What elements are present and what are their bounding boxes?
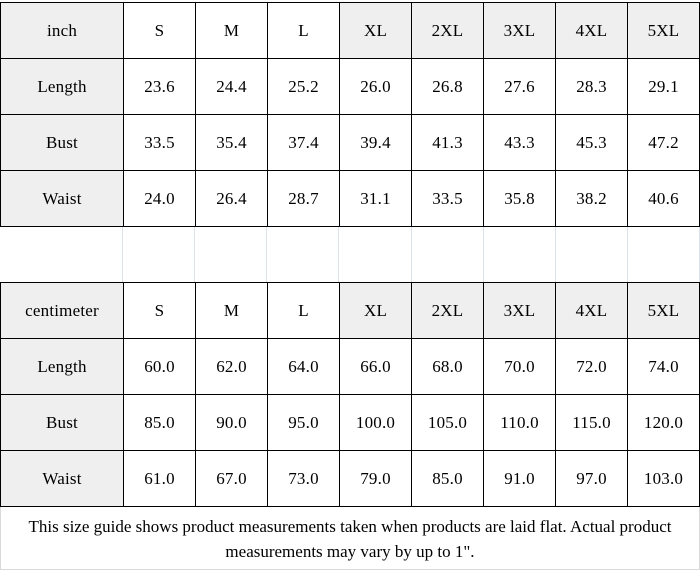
measurement-cell: 41.3 <box>411 114 484 171</box>
footer-note-text: This size guide shows product measuremen… <box>28 517 672 561</box>
measurement-cell: 74.0 <box>627 338 700 395</box>
size-header-cell-5xl: 5XL <box>627 282 700 339</box>
measurement-cell: 33.5 <box>411 170 484 227</box>
table-row-bust: Bust 85.0 90.0 95.0 100.0 105.0 110.0 115.0 120.… <box>0 394 700 451</box>
measurement-cell: 67.0 <box>195 450 268 507</box>
size-header-cell-2xl: 2XL <box>411 282 484 339</box>
measurement-cell: 26.4 <box>195 170 268 227</box>
measurement-cell: 85.0 <box>123 394 196 451</box>
size-header-cell-xl: XL <box>339 282 412 339</box>
size-header-cell-5xl: 5XL <box>627 2 700 59</box>
measurement-cell: 100.0 <box>339 394 412 451</box>
measurement-cell: 40.6 <box>627 170 700 227</box>
measurement-cell: 120.0 <box>627 394 700 451</box>
measurement-cell: 103.0 <box>627 450 700 507</box>
measurement-cell: 27.6 <box>483 58 556 115</box>
measurement-cell: 61.0 <box>123 450 196 507</box>
row-label-cell: Length <box>0 58 124 115</box>
measurement-cell: 70.0 <box>483 338 556 395</box>
spacer-gridline-cell <box>412 227 484 282</box>
size-header-cell-3xl: 3XL <box>483 282 556 339</box>
table-row-length: Length 60.0 62.0 64.0 66.0 68.0 70.0 72.0 74.0 <box>0 338 700 395</box>
size-header-cell-xl: XL <box>339 2 412 59</box>
size-header-cell-m: M <box>195 282 268 339</box>
measurement-cell: 45.3 <box>555 114 628 171</box>
spacer-gridline-cell <box>339 227 412 282</box>
measurement-cell: 68.0 <box>411 338 484 395</box>
measurement-cell: 24.0 <box>123 170 196 227</box>
size-header-cell-m: M <box>195 2 268 59</box>
measurement-cell: 60.0 <box>123 338 196 395</box>
measurement-cell: 26.8 <box>411 58 484 115</box>
measurement-cell: 90.0 <box>195 394 268 451</box>
table-row-length: Length 23.6 24.4 25.2 26.0 26.8 27.6 28.3 29.1 <box>0 58 700 115</box>
table-row-waist: Waist 24.0 26.4 28.7 31.1 33.5 35.8 38.2 40.6 <box>0 170 700 227</box>
size-header-cell-2xl: 2XL <box>411 2 484 59</box>
measurement-cell: 110.0 <box>483 394 556 451</box>
measurement-cell: 24.4 <box>195 58 268 115</box>
unit-cell: centimeter <box>0 282 124 339</box>
measurement-cell: 37.4 <box>267 114 340 171</box>
measurement-cell: 115.0 <box>555 394 628 451</box>
unit-cell: inch <box>0 2 124 59</box>
measurement-cell: 39.4 <box>339 114 412 171</box>
measurement-cell: 29.1 <box>627 58 700 115</box>
measurement-cell: 97.0 <box>555 450 628 507</box>
spacer-gridline-cell <box>628 227 700 282</box>
spacer-gridline-cell <box>484 227 556 282</box>
measurement-cell: 91.0 <box>483 450 556 507</box>
size-header-cell-4xl: 4XL <box>555 2 628 59</box>
measurement-cell: 47.2 <box>627 114 700 171</box>
measurement-cell: 66.0 <box>339 338 412 395</box>
row-label-cell: Length <box>0 338 124 395</box>
size-header-cell-3xl: 3XL <box>483 2 556 59</box>
measurement-cell: 35.8 <box>483 170 556 227</box>
size-header-cell-s: S <box>123 282 196 339</box>
row-label-cell: Bust <box>0 114 124 171</box>
size-table-inch: inch S M L XL 2XL 3XL 4XL 5XL Length 23.6 24.4 25.2 2… <box>0 2 700 227</box>
measurement-cell: 38.2 <box>555 170 628 227</box>
size-header-cell-l: L <box>267 2 340 59</box>
spacer-gridline-cell <box>556 227 628 282</box>
header-row: centimeter S M L XL 2XL 3XL 4XL 5XL <box>0 282 700 339</box>
measurement-cell: 33.5 <box>123 114 196 171</box>
measurement-cell: 31.1 <box>339 170 412 227</box>
spacer-gridline-cell <box>195 227 268 282</box>
size-header-cell-s: S <box>123 2 196 59</box>
spacer-gridline-cell <box>0 227 123 282</box>
measurement-cell: 43.3 <box>483 114 556 171</box>
measurement-cell: 85.0 <box>411 450 484 507</box>
spacer-gridline-cell <box>123 227 196 282</box>
size-header-cell-l: L <box>267 282 340 339</box>
measurement-cell: 23.6 <box>123 58 196 115</box>
measurement-cell: 79.0 <box>339 450 412 507</box>
table-row-bust: Bust 33.5 35.4 37.4 39.4 41.3 43.3 45.3 47.2 <box>0 114 700 171</box>
measurement-cell: 28.3 <box>555 58 628 115</box>
spacer-row <box>0 227 700 282</box>
size-header-cell-4xl: 4XL <box>555 282 628 339</box>
measurement-cell: 95.0 <box>267 394 340 451</box>
spacer-gridline-cell <box>267 227 340 282</box>
measurement-cell: 72.0 <box>555 338 628 395</box>
measurement-cell: 35.4 <box>195 114 268 171</box>
footer-note: This size guide shows product measuremen… <box>0 507 700 570</box>
measurement-cell: 105.0 <box>411 394 484 451</box>
row-label-cell: Bust <box>0 394 124 451</box>
row-label-cell: Waist <box>0 170 124 227</box>
measurement-cell: 73.0 <box>267 450 340 507</box>
measurement-cell: 64.0 <box>267 338 340 395</box>
measurement-cell: 62.0 <box>195 338 268 395</box>
size-table-centimeter: centimeter S M L XL 2XL 3XL 4XL 5XL Length 60.0 62.… <box>0 282 700 507</box>
measurement-cell: 25.2 <box>267 58 340 115</box>
measurement-cell: 28.7 <box>267 170 340 227</box>
measurement-cell: 26.0 <box>339 58 412 115</box>
row-label-cell: Waist <box>0 450 124 507</box>
header-row: inch S M L XL 2XL 3XL 4XL 5XL <box>0 2 700 59</box>
table-row-waist: Waist 61.0 67.0 73.0 79.0 85.0 91.0 97.0 103.0 <box>0 450 700 507</box>
